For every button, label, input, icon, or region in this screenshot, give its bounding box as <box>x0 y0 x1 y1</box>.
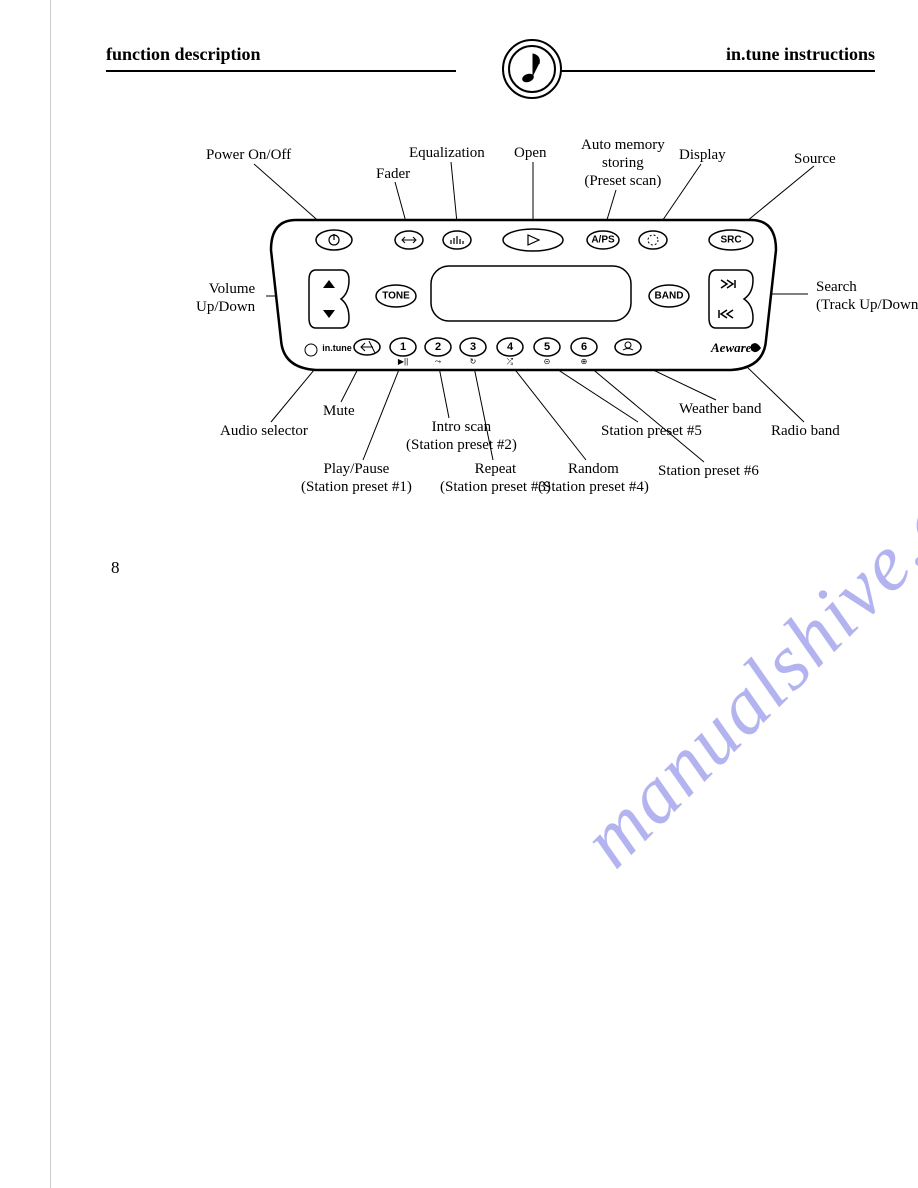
preset-2-text: 2 <box>435 341 441 353</box>
tone-button-text: TONE <box>382 291 410 302</box>
label-repeat: Repeat (Station preset #3) <box>440 460 551 496</box>
header-left-title: function description <box>106 44 261 65</box>
label-power: Power On/Off <box>206 146 291 164</box>
label-play-pause-line1: Play/Pause <box>323 461 389 477</box>
header-rule-right <box>560 70 875 72</box>
label-audio-selector: Audio selector <box>220 422 308 440</box>
label-auto-memory-line3: (Preset scan) <box>584 173 661 189</box>
src-button-text: SRC <box>720 235 741 246</box>
label-repeat-line2: (Station preset #3) <box>440 479 551 495</box>
label-random: Random (Station preset #4) <box>538 460 649 496</box>
svg-text:▶||: ▶|| <box>398 357 408 366</box>
preset-3-text: 3 <box>470 341 476 353</box>
band-button-text: BAND <box>655 291 684 302</box>
label-random-line1: Random <box>568 461 619 477</box>
preset-1-text: 1 <box>400 341 406 353</box>
label-play-pause: Play/Pause (Station preset #1) <box>301 460 412 496</box>
preset-4-text: 4 <box>507 341 514 353</box>
preset-6-text: 6 <box>581 341 587 353</box>
label-equalization: Equalization <box>409 144 485 162</box>
label-random-line2: (Station preset #4) <box>538 479 649 495</box>
label-intro-scan-line1: Intro scan <box>432 419 492 435</box>
label-search-line1: Search <box>816 279 857 295</box>
header-rule-left <box>106 70 456 72</box>
label-volume-line2: Up/Down <box>196 299 255 315</box>
svg-text:↻: ↻ <box>470 357 477 366</box>
label-open: Open <box>514 144 547 162</box>
label-volume-line1: Volume <box>209 281 255 297</box>
svg-text:⊝: ⊝ <box>544 357 551 366</box>
music-note-icon <box>501 38 563 100</box>
label-intro-scan-line2: (Station preset #2) <box>406 437 517 453</box>
label-repeat-line1: Repeat <box>475 461 517 477</box>
label-auto-memory-line1: Auto memory <box>581 137 665 153</box>
label-auto-memory: Auto memory storing (Preset scan) <box>581 136 665 190</box>
device-panel: A/PS SRC TONE BAND in.tune <box>261 210 786 380</box>
preset-5-text: 5 <box>544 341 550 353</box>
label-fader: Fader <box>376 165 410 183</box>
label-preset6: Station preset #6 <box>658 462 759 480</box>
label-play-pause-line2: (Station preset #1) <box>301 479 412 495</box>
label-intro-scan: Intro scan (Station preset #2) <box>406 418 517 454</box>
page-header: function description in.tune instruction… <box>106 38 875 78</box>
aps-button-text: A/PS <box>591 235 615 246</box>
label-search-line2: (Track Up/Down) <box>816 297 918 313</box>
function-diagram: Power On/Off Fader Equalization Open Aut… <box>106 130 876 530</box>
label-preset5: Station preset #5 <box>601 422 702 440</box>
svg-text:⤮: ⤮ <box>507 357 514 366</box>
page-container: function description in.tune instruction… <box>50 0 890 1188</box>
header-right-title: in.tune instructions <box>726 44 875 65</box>
label-source: Source <box>794 150 836 168</box>
page-number: 8 <box>111 558 120 578</box>
svg-text:⤳: ⤳ <box>435 357 442 366</box>
aeware-logo-text: Aeware <box>710 340 752 355</box>
label-radio-band: Radio band <box>771 422 840 440</box>
label-mute: Mute <box>323 402 355 420</box>
svg-text:⊕: ⊕ <box>581 357 588 366</box>
label-auto-memory-line2: storing <box>602 155 644 171</box>
label-display: Display <box>679 146 726 164</box>
label-weather-band: Weather band <box>679 400 762 418</box>
label-search: Search (Track Up/Down) <box>816 278 918 314</box>
intune-logo-text: in.tune <box>322 343 352 353</box>
label-volume: Volume Up/Down <box>196 280 255 316</box>
